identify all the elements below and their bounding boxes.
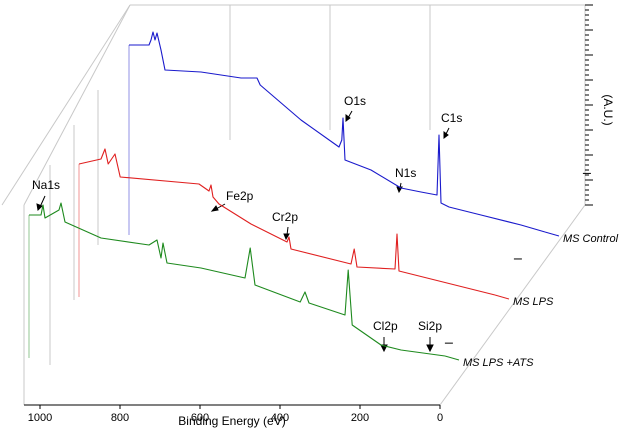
x-tick-label: 0 (437, 412, 443, 424)
annotation: Cr2p (272, 210, 298, 224)
right-axis (585, 4, 593, 206)
x-tick-label: 800 (111, 412, 129, 424)
x-tick-label: 1000 (28, 412, 52, 424)
y-axis-label: (A.U.) (601, 94, 615, 125)
series-label: MS LPS +ATS (463, 357, 534, 369)
box-walls (1, 4, 586, 406)
x-tick-label: 400 (271, 412, 289, 424)
annotations: Na1s O1s C1s N1s Fe2p Cr2p Cl2p Si2p (32, 94, 462, 353)
series-line (78, 148, 496, 296)
series-line (29, 202, 446, 357)
series-label: MS LPS (513, 296, 554, 308)
annotation: Fe2p (226, 189, 254, 203)
annotation: Cl2p (373, 319, 398, 333)
x-tick-label: 200 (351, 412, 369, 424)
series-tail (494, 294, 510, 300)
annotation: O1s (344, 94, 366, 108)
annotation: Na1s (32, 178, 60, 192)
x-tick-label: 600 (191, 412, 209, 424)
x-axis-label: Binding Energy (eV) (178, 414, 285, 428)
annotation: N1s (395, 166, 416, 180)
annotation: Si2p (418, 319, 442, 333)
series-tail (544, 231, 560, 237)
series-label: MS Control (563, 233, 619, 245)
annotation: C1s (441, 111, 462, 125)
series-line (129, 31, 546, 233)
series-tail (444, 355, 460, 361)
